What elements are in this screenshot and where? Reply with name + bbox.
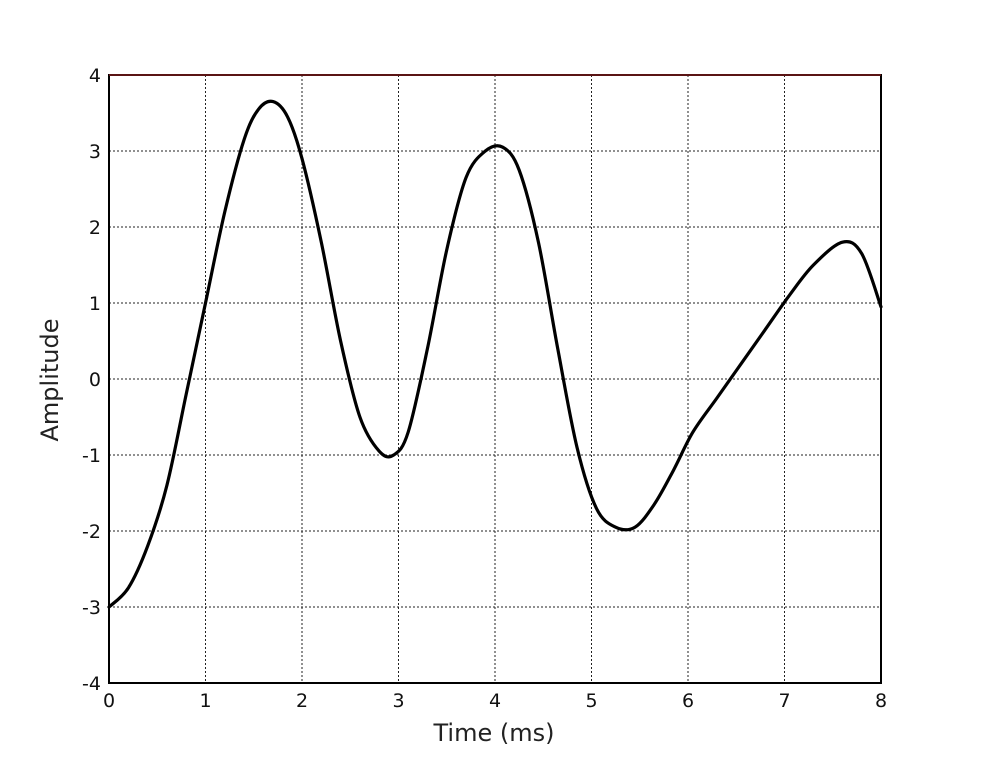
- x-tick-label: 6: [682, 690, 694, 712]
- y-tick-label: 3: [89, 141, 101, 163]
- y-tick-label: -3: [82, 597, 101, 619]
- x-tick-label: 1: [199, 690, 211, 712]
- x-tick-label: 2: [296, 690, 308, 712]
- y-tick-label: 2: [89, 217, 101, 239]
- x-tick-label: 5: [585, 690, 597, 712]
- x-axis-title: Time (ms): [433, 719, 555, 747]
- y-tick-label: 1: [89, 293, 101, 315]
- y-tick-label: -4: [82, 673, 101, 695]
- x-axis-ticks: 0 1 2 3 4 5 6 7 8: [103, 690, 887, 712]
- y-tick-label: 0: [89, 369, 101, 391]
- x-tick-label: 3: [392, 690, 404, 712]
- y-axis-ticks: 4 3 2 1 0 -1 -2 -3 -4: [82, 65, 101, 695]
- y-tick-label: 4: [89, 65, 101, 87]
- plot-frame: [108, 74, 882, 684]
- y-axis-title: Amplitude: [36, 319, 64, 442]
- series-line-1: [107, 99, 883, 609]
- grid: [109, 75, 881, 683]
- y-tick-label: -2: [82, 521, 101, 543]
- x-tick-label: 4: [489, 690, 501, 712]
- series-layer: [107, 99, 883, 609]
- y-tick-label: -1: [82, 445, 101, 467]
- x-tick-label: 7: [778, 690, 790, 712]
- x-tick-label: 8: [875, 690, 887, 712]
- x-tick-label: 0: [103, 690, 115, 712]
